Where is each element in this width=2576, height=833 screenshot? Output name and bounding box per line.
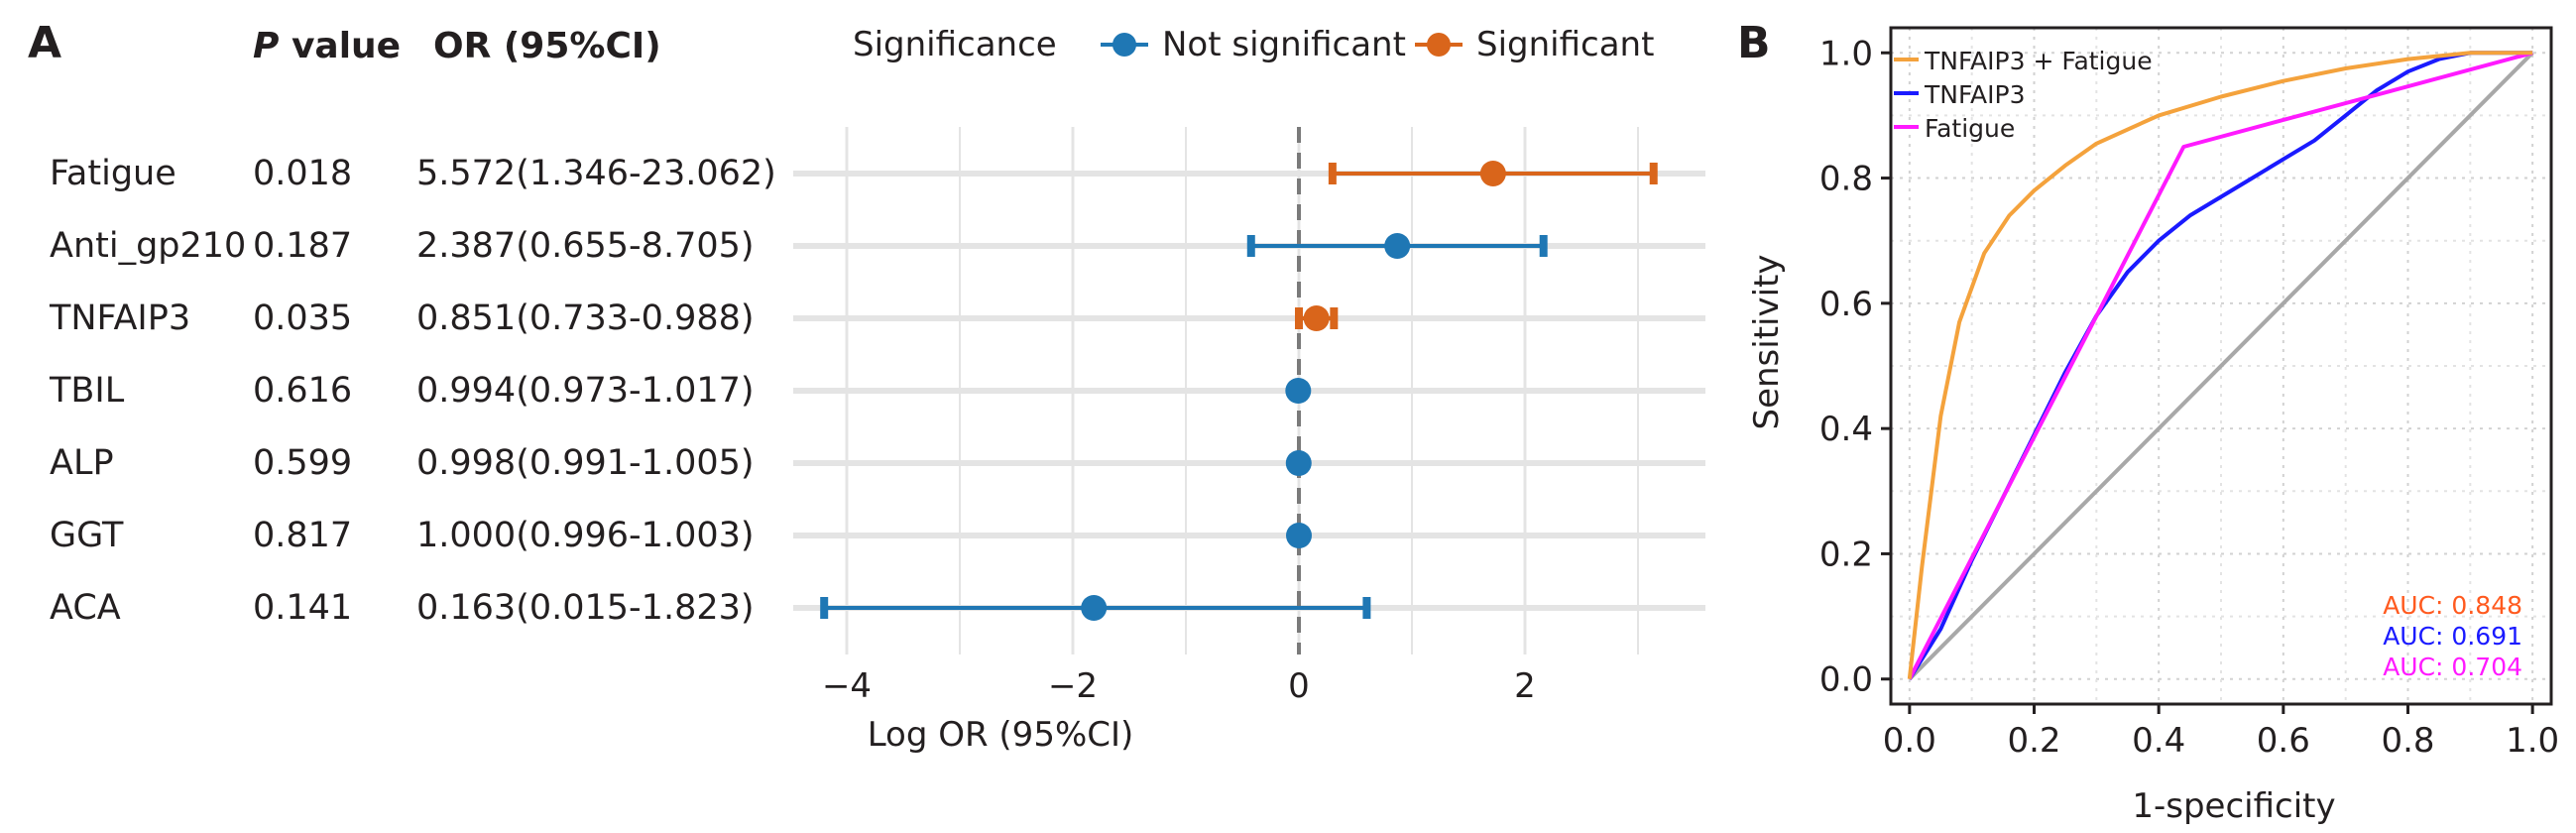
variable-name: ACA — [50, 588, 121, 628]
roc-y-tick-label: 0.0 — [1819, 660, 1873, 700]
roc-axes: 0.00.0 0.2 0.2 0.4 0.4 0.6 0.6 0.8 0.8 1.0 1.0 — [1819, 34, 2559, 761]
p-value: 0.817 — [253, 516, 352, 555]
roc-y-tick-label: 1.0 — [1819, 34, 1873, 73]
point-estimate — [1081, 595, 1108, 621]
forest-table: Fatigue 0.018 5.572(1.346-23.062) Anti_gp21… — [49, 154, 776, 628]
variable-name: TNFAIP3 — [49, 298, 190, 338]
or-header: OR (95%CI) — [433, 26, 661, 66]
roc-x-tick-label: 0.2 — [2007, 721, 2060, 761]
forest-plot-panel: A P value OR (95%CI) Significance Not si… — [28, 18, 1705, 755]
p-value: 0.018 — [253, 154, 352, 193]
legend-significant-marker — [1427, 33, 1451, 57]
roc-y-axis-label: Sensitivity — [1747, 254, 1787, 429]
auc-fatigue: AUC: 0.704 — [2383, 653, 2522, 681]
roc-x-tick-label: 0.0 — [1883, 721, 1936, 761]
point-estimate — [1303, 305, 1330, 331]
or-ci: 0.998(0.991-1.005) — [416, 443, 755, 483]
legend-title: Significance — [853, 25, 1057, 64]
p-value: 0.599 — [253, 443, 352, 483]
roc-curve-tnfaip3-fatigue — [1907, 51, 2533, 679]
point-estimate — [1384, 233, 1411, 259]
roc-y-tick-label: 0.6 — [1819, 285, 1873, 324]
roc-x-axis-label: 1-specificity — [2132, 786, 2335, 826]
forest-x-axis: −4 −2 0 2 — [822, 666, 1536, 706]
roc-y-tick-label: 0.8 — [1819, 160, 1873, 199]
auc-tnfaip3: AUC: 0.691 — [2383, 622, 2522, 651]
point-estimate — [1479, 161, 1506, 186]
roc-curve-fatigue — [1908, 51, 2533, 680]
or-ci: 2.387(0.655-8.705) — [416, 226, 755, 266]
or-ci: 5.572(1.346-23.062) — [416, 154, 776, 193]
forest-x-tick-label: −2 — [1048, 666, 1098, 706]
chance-diagonal — [1908, 51, 2534, 681]
roc-lines — [1907, 51, 2534, 681]
or-ci: 1.000(0.996-1.003) — [416, 516, 755, 555]
forest-x-axis-label: Log OR (95%CI) — [868, 715, 1134, 755]
legend-significant: Significant — [1415, 25, 1654, 64]
roc-x-tick-label: 0.8 — [2381, 721, 2434, 761]
legend-not-significant: Not significant — [1101, 25, 1406, 64]
roc-grid — [1891, 28, 2551, 704]
legend-tnfaip3-fatigue-label: TNFAIP3 + Fatigue — [1924, 47, 2153, 75]
variable-name: Fatigue — [50, 154, 176, 193]
point-estimate — [1285, 378, 1312, 404]
auc-annotations: AUC: 0.848 AUC: 0.691 AUC: 0.704 — [2383, 591, 2522, 681]
legend-significant-label: Significant — [1476, 25, 1654, 64]
roc-panel: B 0.00.0 0.2 0.2 0.4 0.4 0.6 0.6 0.8 0.8 1.0 1.0 T… — [1737, 18, 2559, 826]
p-value-header: P value — [253, 26, 401, 66]
legend-not-significant-label: Not significant — [1162, 25, 1406, 64]
variable-name: Anti_gp210 — [50, 226, 246, 266]
or-ci: 0.851(0.733-0.988) — [416, 298, 755, 338]
forest-grid — [793, 127, 1705, 654]
point-estimate — [1286, 523, 1312, 548]
roc-legend: TNFAIP3 + Fatigue TNFAIP3 Fatigue — [1894, 47, 2153, 143]
roc-x-tick-label: 0.6 — [2257, 721, 2310, 761]
p-value: 0.187 — [253, 226, 352, 266]
p-value: 0.035 — [253, 298, 352, 338]
p-value: 0.141 — [253, 588, 352, 628]
roc-y-tick-label: 0.2 — [1819, 535, 1873, 574]
variable-name: ALP — [50, 443, 114, 483]
legend-fatigue-label: Fatigue — [1925, 114, 2015, 143]
forest-x-tick-label: 0 — [1288, 666, 1310, 706]
variable-name: TBIL — [49, 371, 125, 411]
legend-not-significant-marker — [1112, 33, 1136, 57]
auc-tnfaip3-fatigue: AUC: 0.848 — [2383, 591, 2522, 620]
roc-plot-frame — [1889, 26, 2553, 706]
p-value: 0.616 — [253, 371, 352, 411]
panel-a-label: A — [28, 18, 61, 68]
or-ci: 0.994(0.973-1.017) — [416, 371, 755, 411]
forest-marks — [820, 161, 1658, 621]
or-ci: 0.163(0.015-1.823) — [416, 588, 755, 628]
legend-tnfaip3-label: TNFAIP3 — [1924, 80, 2026, 109]
variable-name: GGT — [50, 516, 124, 555]
forest-x-tick-label: 2 — [1514, 666, 1536, 706]
roc-x-tick-label: 0.4 — [2132, 721, 2185, 761]
forest-x-tick-label: −4 — [822, 666, 872, 706]
point-estimate — [1285, 450, 1312, 476]
roc-x-tick-label: 1.0 — [2506, 721, 2559, 761]
roc-y-tick-label: 0.4 — [1819, 410, 1873, 449]
panel-b-label: B — [1737, 18, 1771, 68]
